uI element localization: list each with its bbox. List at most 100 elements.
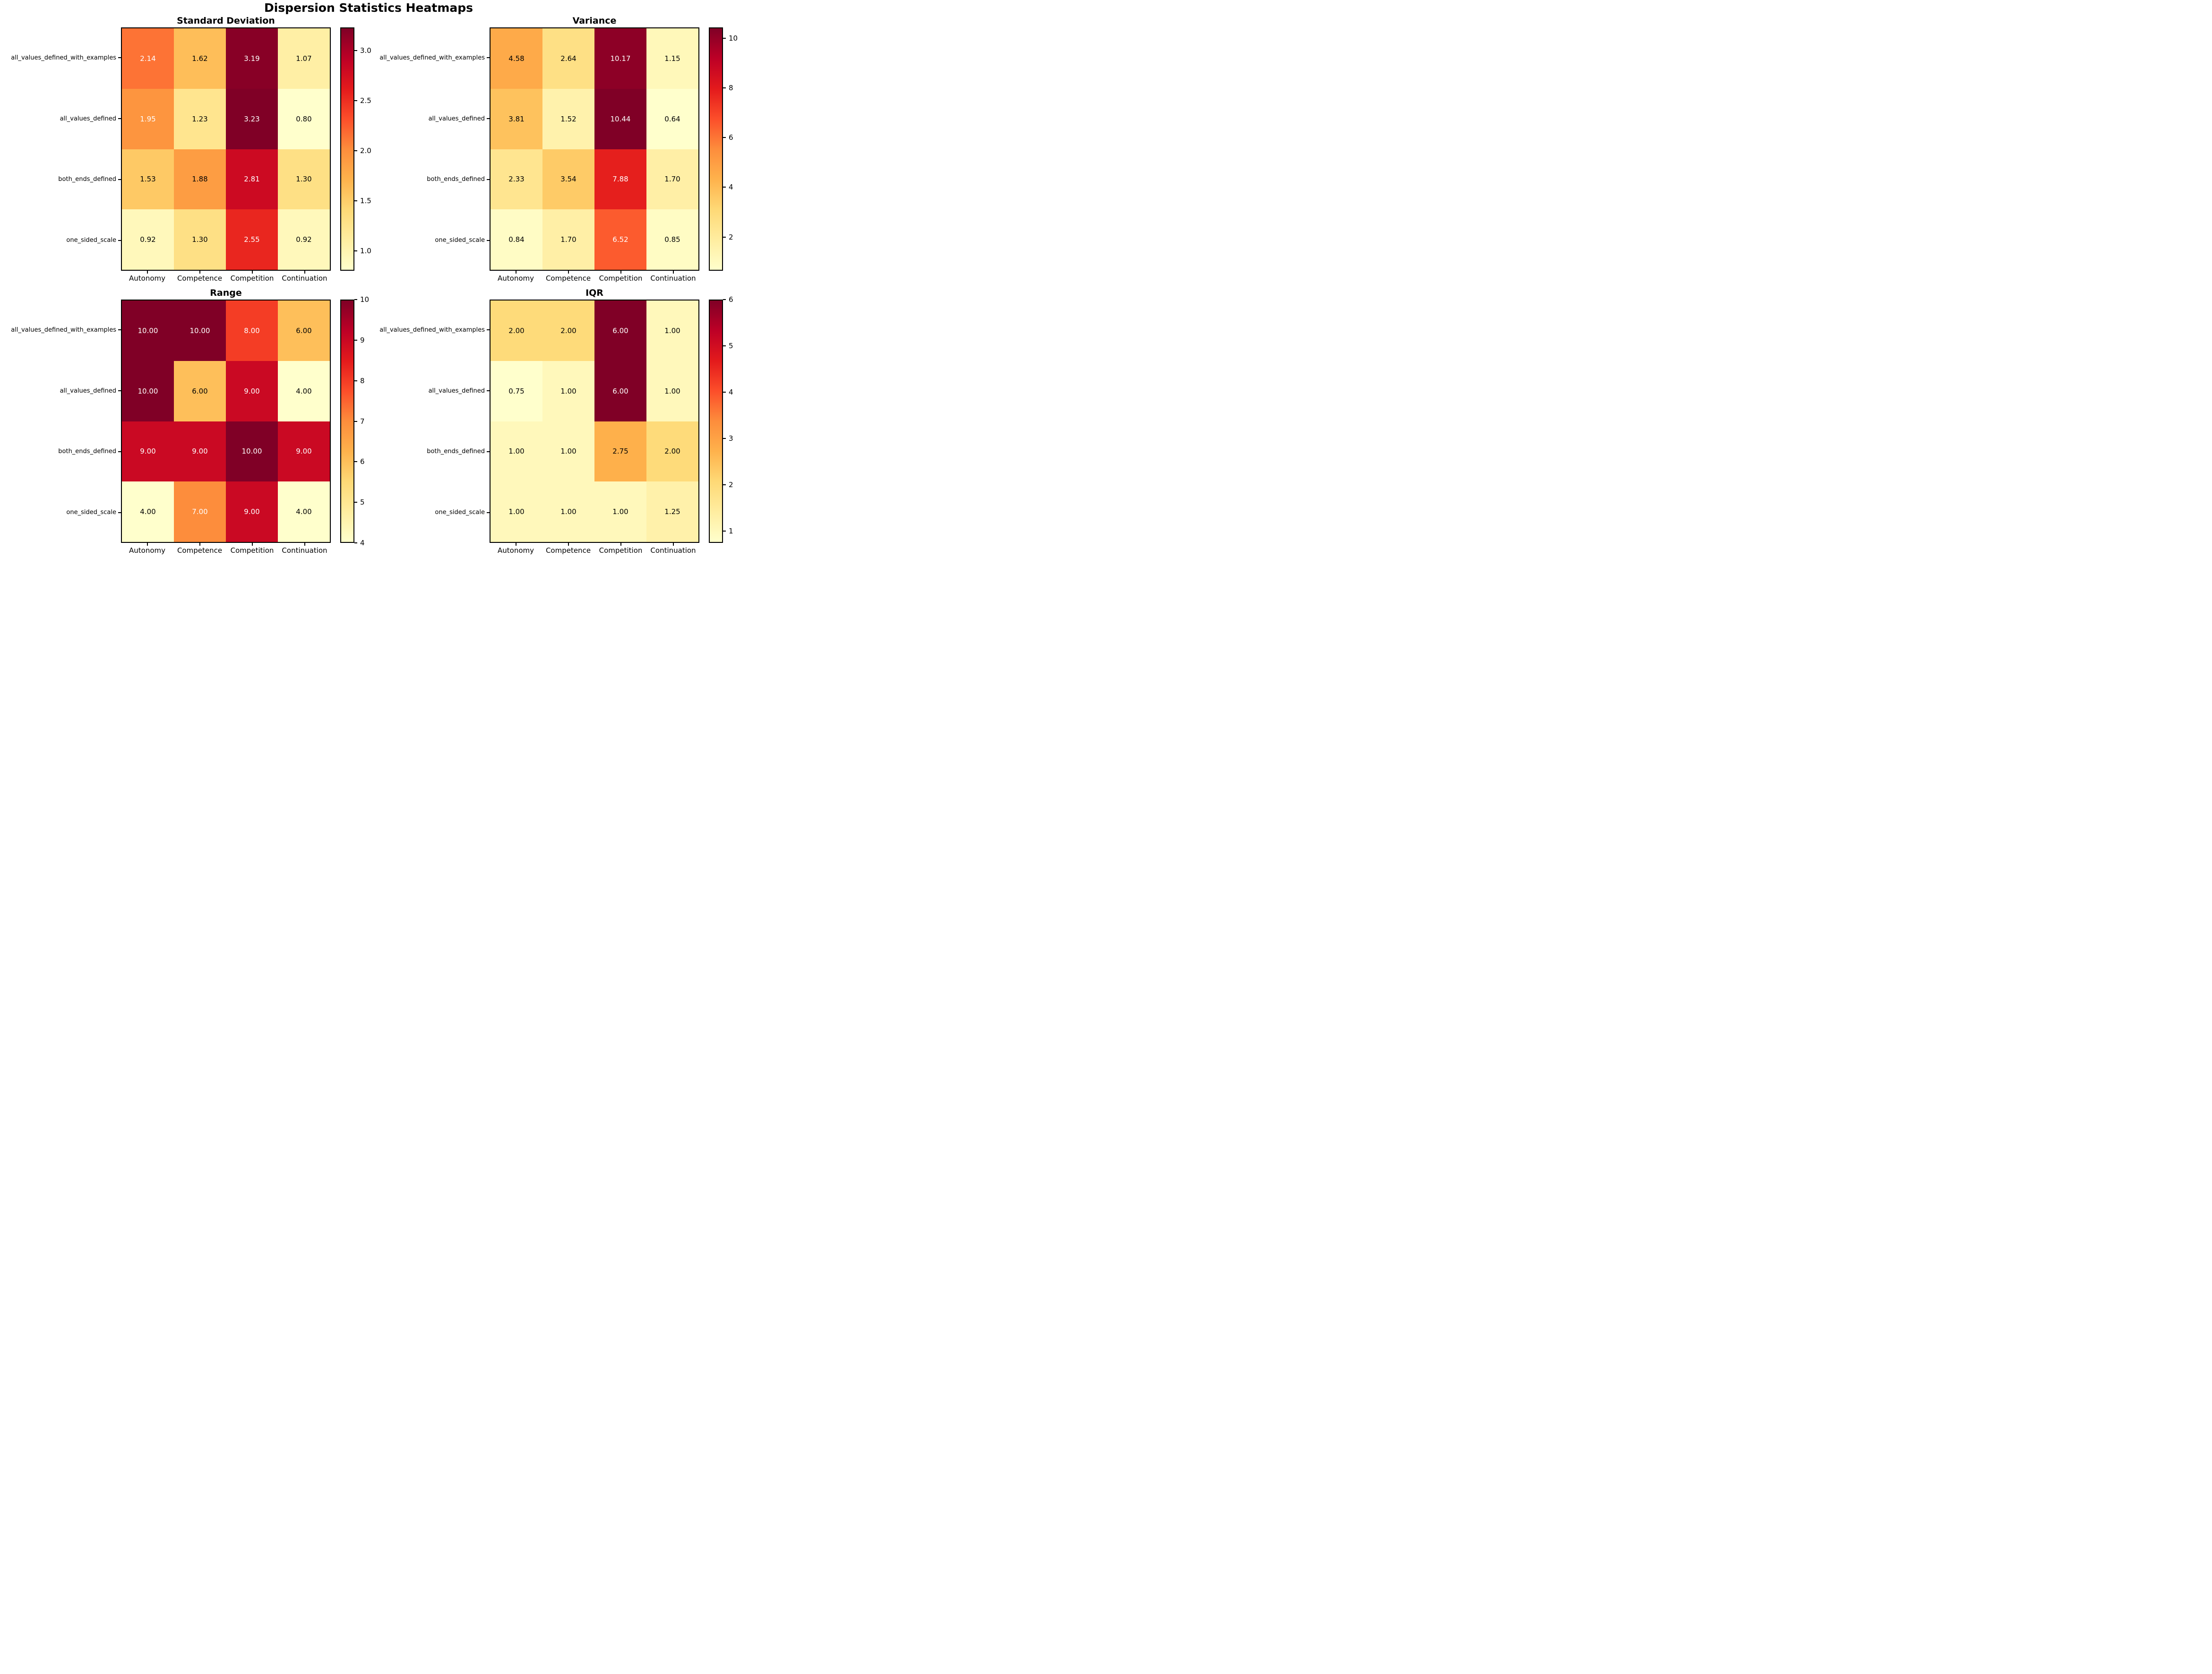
column-label-text: Continuation [650,546,696,555]
column-label: Competence [173,543,226,555]
heatmap-cell: 1.30 [278,149,330,210]
heatmap-cell: 10.00 [226,421,278,482]
colorbar-tick-mark [354,50,357,51]
colorbar-tick-mark [723,531,726,532]
heatmap-cell: 10.17 [594,28,646,89]
x-tick-mark [568,271,569,274]
heatmap-cell: 6.00 [174,361,226,421]
colorbar-tick-label: 10 [360,295,370,304]
row-label: all_values_defined [0,361,121,421]
colorbar-tick-label: 4 [360,539,365,547]
y-axis-labels: all_values_defined_with_examples all_valu… [0,300,121,543]
heatmap-cell: 4.00 [278,361,330,421]
row-label-text: both_ends_defined [427,448,485,455]
heatmap-cell: 1.00 [542,421,594,482]
heatmap-cell: 10.00 [122,361,174,421]
column-label: Competence [542,271,594,283]
x-tick-mark [199,271,200,274]
y-axis-labels: all_values_defined_with_examples all_valu… [0,27,121,271]
heatmap-cell: 1.23 [174,88,226,149]
heatmap-cell: 4.58 [491,28,542,89]
subplot-title: IQR [585,288,603,298]
column-label-text: Competence [545,546,591,555]
colorbar-tick-mark [723,299,726,300]
row-label: one_sided_scale [0,210,121,271]
heatmap-cell: 2.00 [542,300,594,361]
column-label: Competition [594,543,647,555]
heatmap-cell: 1.70 [542,209,594,270]
column-label: Continuation [647,543,699,555]
colorbar: 1 2 3 4 5 6 [709,295,733,543]
heatmap-cell: 1.00 [491,481,542,542]
column-label-text: Continuation [282,274,327,283]
x-tick-mark [620,543,621,546]
column-label-text: Autonomy [129,546,165,555]
heatmap-grid: 10.00 10.00 8.00 6.00 10.00 6.00 9.00 4.00 9.00 9… [121,300,331,543]
row-label: all_values_defined_with_examples [0,300,121,361]
colorbar-tick-mark [354,502,357,503]
subplot-range: Range all_values_defined_with_examples al… [0,286,369,555]
x-tick-mark [304,271,305,274]
colorbar-tick-label: 5 [360,498,365,507]
x-axis-labels: Autonomy Competence Competition Continuatio… [490,543,699,555]
x-axis-labels: Autonomy Competence Competition Continuatio… [121,271,331,283]
x-axis-labels: Autonomy Competence Competition Continuatio… [121,543,331,555]
column-label: Autonomy [121,543,173,555]
heatmap-cell: 3.19 [226,28,278,89]
heatmap-cell: 4.00 [278,481,330,542]
heatmap-cell: 0.92 [122,209,174,270]
heatmap-cell: 6.00 [278,300,330,361]
column-label: Competence [173,271,226,283]
colorbar-gradient [709,300,723,543]
row-label: all_values_defined_with_examples [0,27,121,88]
heatmap-cell: 8.00 [226,300,278,361]
colorbar-tick-mark [354,542,357,543]
column-label: Continuation [647,271,699,283]
heatmap-cell: 1.00 [594,481,646,542]
x-tick-mark [251,543,253,546]
row-label: both_ends_defined [369,149,490,210]
heatmap-cell: 1.00 [646,300,698,361]
figure-title: Dispersion Statistics Heatmaps [264,1,473,15]
y-tick-mark [487,329,490,331]
column-label-text: Continuation [282,546,327,555]
colorbar: 2 4 6 8 10 [709,27,737,271]
x-tick-mark [620,271,621,274]
colorbar-tick-mark [723,438,726,439]
y-tick-mark [118,390,121,392]
column-label: Competence [542,543,594,555]
heatmap-cell: 9.00 [122,421,174,482]
heatmap-cell: 3.23 [226,88,278,149]
colorbar-tick-mark [354,421,357,422]
heatmap-cell: 1.95 [122,88,174,149]
heatmap-cell: 1.88 [174,149,226,210]
heatmap-cell: 2.81 [226,149,278,210]
heatmap-cell: 1.52 [542,88,594,149]
heatmap-grid: 4.58 2.64 10.17 1.15 3.81 1.52 10.44 0.64 2.33 3.… [490,27,699,271]
column-label-text: Competition [230,546,274,555]
colorbar-tick-mark [723,236,726,238]
heatmap-cell: 0.85 [646,209,698,270]
heatmap-cell: 9.00 [226,361,278,421]
y-tick-mark [118,512,121,513]
heatmap-cell: 10.00 [122,300,174,361]
y-tick-mark [118,451,121,452]
row-label-text: both_ends_defined [58,448,116,455]
heatmap-cell: 0.80 [278,88,330,149]
colorbar-tick-label: 2.5 [360,96,371,105]
colorbar-tick-label: 3 [729,434,733,443]
y-tick-mark [487,451,490,452]
heatmap-cell: 1.30 [174,209,226,270]
x-tick-mark [146,543,148,546]
row-label: all_values_defined [0,88,121,149]
colorbar-gradient [340,300,354,543]
column-label-text: Autonomy [498,274,534,283]
colorbar-tick-label: 6 [360,457,365,466]
colorbar-tick-mark [354,380,357,381]
column-label: Competition [226,271,278,283]
heatmap-cell: 1.53 [122,149,174,210]
heatmap-cell: 2.00 [491,300,542,361]
y-tick-mark [118,57,121,59]
row-label-text: all_values_defined [428,387,485,395]
row-label: all_values_defined_with_examples [369,300,490,361]
